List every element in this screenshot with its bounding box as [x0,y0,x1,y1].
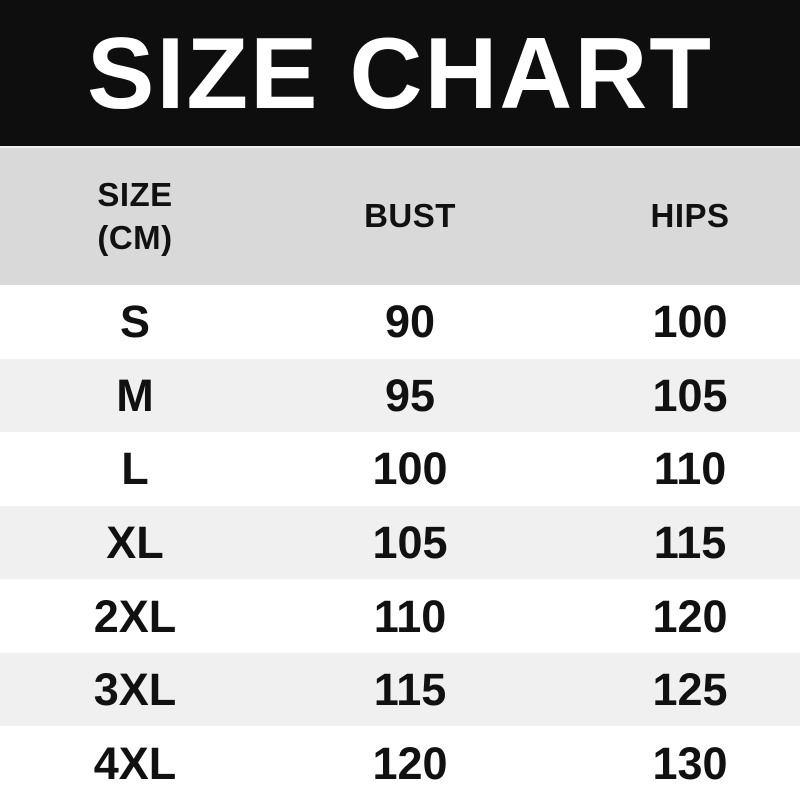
table-row: 3XL 115 125 [0,652,800,727]
table-row: 2XL 110 120 [0,579,800,653]
cell-bust: 115 [373,664,447,716]
table-row: XL 105 115 [0,505,800,580]
cell-size: XL [106,517,164,569]
cell-hips: 125 [652,664,728,716]
cell-bust: 95 [384,369,436,421]
cell-bust: 110 [373,590,447,642]
table-row: S 90 100 [0,285,800,359]
header-cell-bust: BUST [364,197,456,235]
table-header-row: SIZE (CM) BUST HIPS [0,146,800,285]
cell-hips: 130 [652,737,728,789]
cell-bust: 90 [384,296,436,348]
cell-hips: 105 [652,369,728,421]
header-cell-hips: HIPS [650,197,730,235]
cell-hips: 115 [653,517,727,569]
header-size-line1: SIZE [97,175,173,213]
cell-size: L [121,443,149,495]
header-size-line2: (CM) [97,218,173,256]
cell-bust: 120 [372,737,448,789]
title-banner: SIZE CHART [0,0,800,146]
cell-hips: 110 [653,443,727,495]
table-row: M 95 105 [0,358,800,433]
size-table-body: S 90 100 M 95 105 L 100 110 XL 105 115 2… [0,285,800,800]
cell-size: M [116,369,154,421]
table-row: 4XL 120 130 [0,726,800,800]
cell-size: 3XL [93,664,177,716]
page-title: SIZE CHART [87,17,713,130]
cell-size: S [119,296,150,348]
table-row: L 100 110 [0,432,800,506]
cell-hips: 100 [652,296,728,348]
cell-bust: 105 [372,517,448,569]
cell-size: 2XL [93,590,177,642]
cell-bust: 100 [372,443,448,495]
header-cell-size: SIZE (CM) [0,174,270,260]
cell-hips: 120 [652,590,728,642]
cell-size: 4XL [93,737,177,789]
